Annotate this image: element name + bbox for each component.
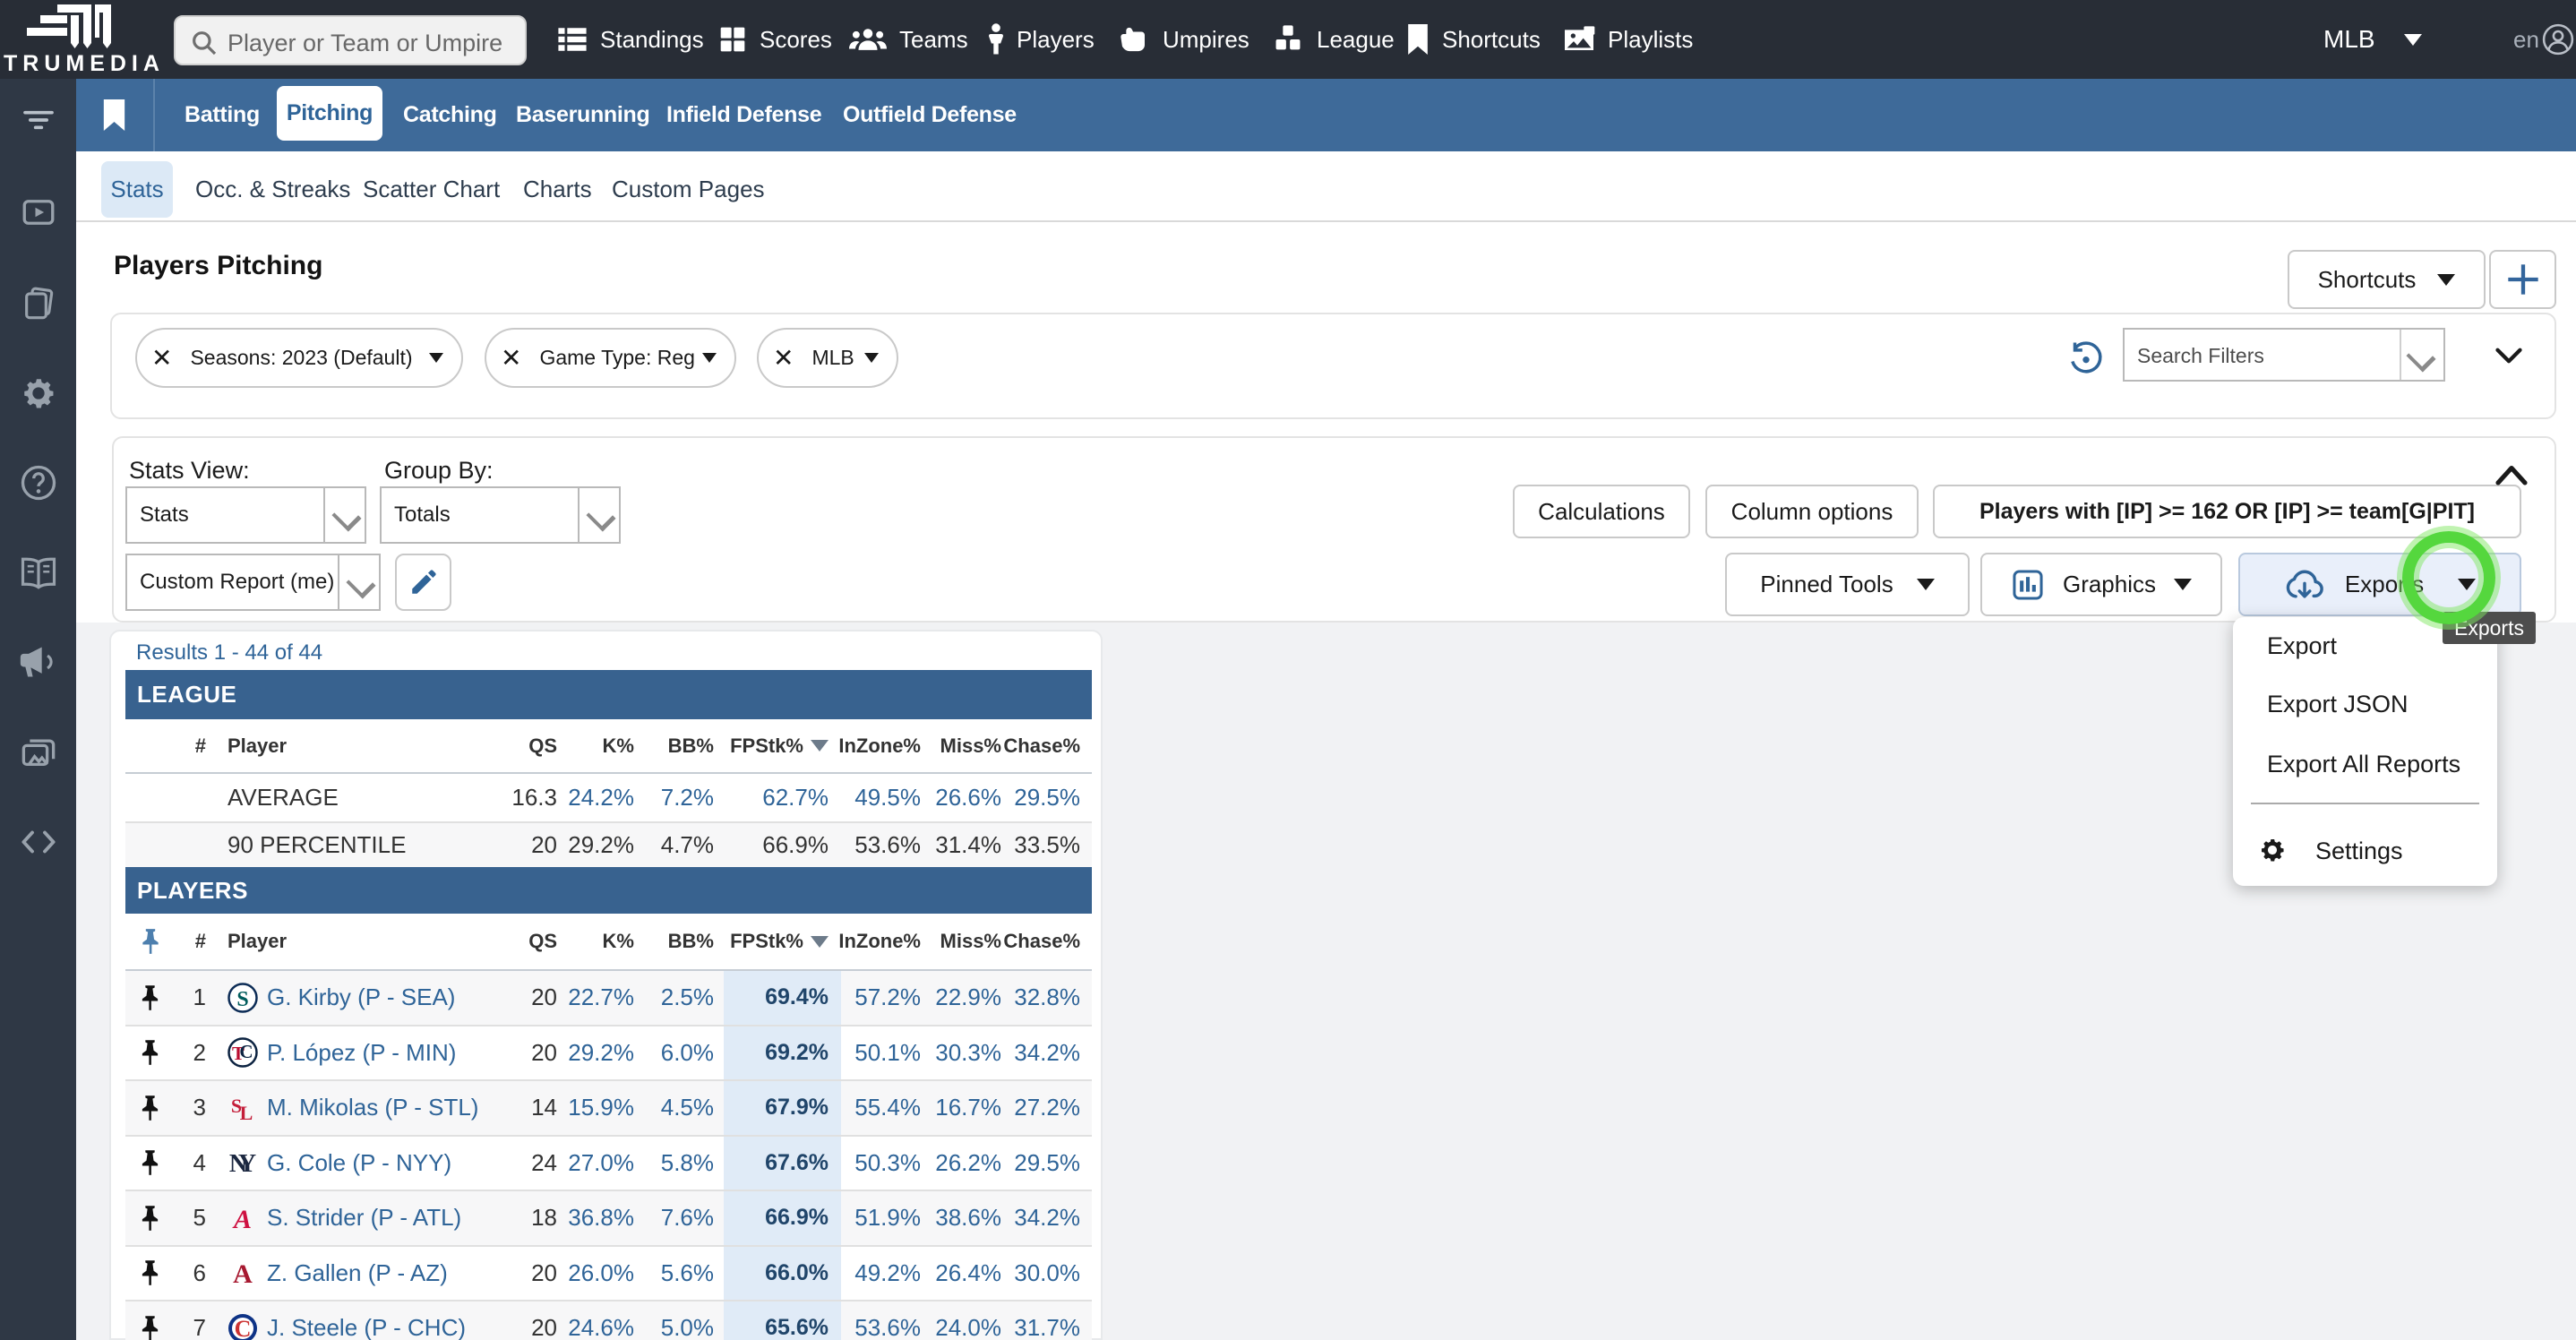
svg-text:T: T — [232, 1043, 245, 1064]
svg-text:N: N — [229, 1150, 247, 1178]
svg-text:Y: Y — [238, 1150, 256, 1178]
svg-text:A: A — [233, 1259, 253, 1288]
svg-text:S: S — [231, 1095, 242, 1117]
svg-text:S: S — [236, 988, 248, 1011]
svg-text:L: L — [240, 1102, 253, 1123]
svg-text:C: C — [239, 1041, 253, 1062]
svg-text:C: C — [235, 1316, 252, 1340]
svg-text:A: A — [232, 1205, 252, 1233]
